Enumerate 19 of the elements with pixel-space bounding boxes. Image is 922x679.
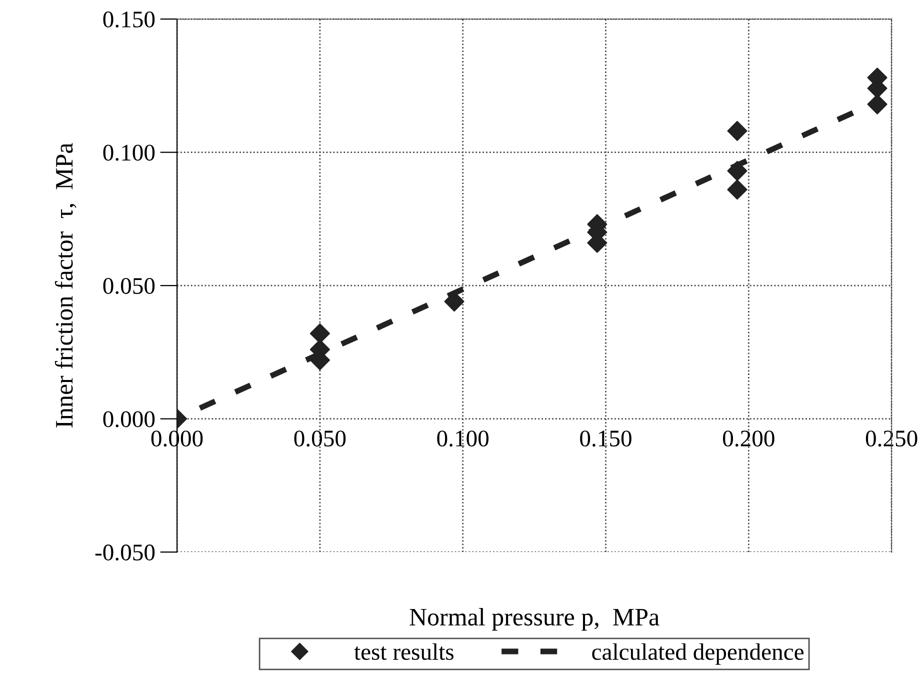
x-tick-label: 0.050 xyxy=(294,430,346,447)
y-tick-label: 0.050 xyxy=(103,278,155,294)
point xyxy=(727,160,748,181)
x-tick-label: 0.150 xyxy=(580,430,632,447)
y-tick-label: 0.100 xyxy=(103,144,155,161)
x-tick-label: 0.100 xyxy=(437,430,489,447)
point xyxy=(727,180,748,200)
x-tick-label: 0.250 xyxy=(866,430,918,447)
x-axis-title: Normal pressure p, MPa xyxy=(410,608,660,631)
point xyxy=(867,94,888,114)
legend-label: test results xyxy=(354,643,454,660)
y-tick-label: 0.000 xyxy=(103,411,155,428)
x-tick-label: 0.200 xyxy=(723,430,774,447)
legend-label: calculated dependence xyxy=(592,643,804,665)
y-tick-label: -0.050 xyxy=(95,544,155,561)
point xyxy=(727,120,748,141)
y-tick-label: 0.150 xyxy=(103,12,155,28)
y-axis-title: Inner friction factor τ, MPa xyxy=(54,143,76,428)
point xyxy=(310,323,330,344)
